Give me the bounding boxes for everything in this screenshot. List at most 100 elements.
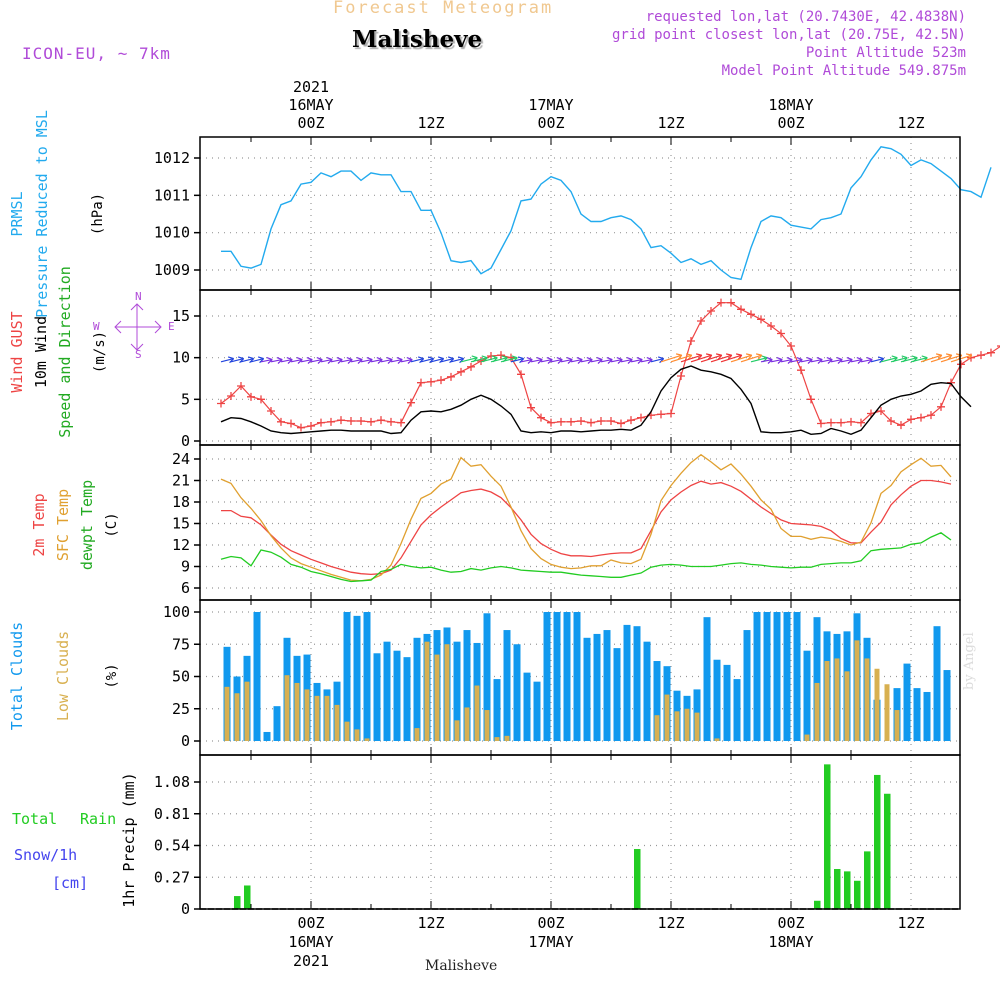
footer-location: Malisheve xyxy=(425,958,498,974)
time-tick-top: 12Z xyxy=(897,114,924,132)
wind-direction-arrow xyxy=(240,357,254,363)
sfc-line xyxy=(220,453,952,582)
rain-bar xyxy=(884,793,891,909)
wind-arrow-head xyxy=(276,357,283,364)
wind-direction-arrow xyxy=(470,357,488,363)
total-cloud-bar xyxy=(933,626,941,741)
rain-bar xyxy=(814,900,821,909)
wind-direction-arrow xyxy=(840,358,853,363)
wind-arrow-head xyxy=(227,356,235,364)
wind-direction-arrow xyxy=(510,357,524,363)
low-cloud-bar xyxy=(834,658,840,741)
total-cloud-bar xyxy=(803,650,811,741)
wind-arrow-head xyxy=(846,357,853,364)
wind-direction-arrow xyxy=(350,358,363,363)
wind-direction-arrow xyxy=(270,358,283,363)
gust-marker xyxy=(537,413,545,422)
wind-arrow-head xyxy=(616,357,623,364)
wind-arrow-head xyxy=(786,357,793,364)
low-cloud-bar xyxy=(714,738,720,741)
wind-direction-arrow xyxy=(770,358,783,363)
wind-direction-arrow xyxy=(590,358,603,363)
grid-point-coordinates: grid point closest lon,lat (20.75E, 42.5… xyxy=(611,27,966,43)
gust-marker xyxy=(877,407,885,415)
total-cloud-bar xyxy=(773,612,781,741)
low-cloud-bar xyxy=(844,671,850,741)
gust-marker xyxy=(407,398,415,407)
wind-direction-arrow xyxy=(450,357,464,363)
wind-arrow-head xyxy=(396,357,403,364)
low-cloud-bar xyxy=(654,715,660,741)
rain-bar xyxy=(864,851,871,909)
gust-marker xyxy=(267,407,275,415)
compass-n: N xyxy=(135,290,142,303)
wind-arrow-head xyxy=(657,356,665,364)
low-cloud-bar xyxy=(434,654,440,741)
total-cloud-bar xyxy=(723,664,731,741)
rain-bar xyxy=(854,880,861,909)
wind-unit: (m/s) xyxy=(92,331,108,373)
year-label-top: 2021 xyxy=(293,78,329,96)
compass-s: S xyxy=(135,348,142,361)
wind-arrow-head xyxy=(636,357,643,364)
precipitation-frame xyxy=(199,754,961,910)
low-cloud-bar xyxy=(884,684,890,741)
precipitation-ytick-label: 0.81 xyxy=(154,805,190,823)
total-cloud-bar xyxy=(493,679,501,741)
pressure-line xyxy=(221,146,992,281)
requested-coordinates: requested lon,lat (20.7430E, 42.4838N) xyxy=(645,9,966,25)
pressure-ytick-label: 1012 xyxy=(154,149,190,167)
gust-marker xyxy=(227,392,235,400)
total-cloud-bar xyxy=(613,648,621,741)
gust-marker xyxy=(217,399,225,408)
temperature-ytick-label: 21 xyxy=(172,472,190,490)
gust-marker xyxy=(337,416,345,425)
wind-direction-arrow xyxy=(950,354,972,363)
wind-direction-arrow xyxy=(250,357,264,363)
total-cloud-bar xyxy=(543,612,551,741)
gust-marker xyxy=(607,417,615,425)
clouds-ytick-label: 75 xyxy=(172,635,190,653)
total-cloud-bar xyxy=(453,641,461,741)
wind-direction-arrow xyxy=(610,358,623,363)
gust-marker xyxy=(257,395,265,404)
wind-arrow-head xyxy=(366,357,373,364)
temperature-ytick-label: 18 xyxy=(172,493,190,511)
total-cloud-bar xyxy=(643,641,651,741)
wind-direction-arrow xyxy=(340,358,353,363)
gust-marker xyxy=(727,298,735,307)
total-cloud-bar xyxy=(383,641,391,741)
wind-direction-arrow xyxy=(390,358,403,363)
wind-direction-arrow xyxy=(280,358,293,363)
wind-arrow-head xyxy=(566,357,573,364)
compass: N S W E xyxy=(93,290,175,361)
wind-arrow-head xyxy=(646,357,653,364)
gust-marker xyxy=(707,307,715,315)
time-tick-bottom: 00Z xyxy=(777,914,804,932)
wind-direction-arrow xyxy=(810,358,823,363)
gust-marker xyxy=(897,421,905,430)
wind-direction-arrow xyxy=(300,358,313,363)
precipitation-ytick-label: 0.54 xyxy=(154,837,190,855)
pressure-frame xyxy=(199,136,961,291)
temperature-ytick-label: 24 xyxy=(172,450,190,468)
gust-marker xyxy=(397,418,405,427)
wind-arrow-head xyxy=(836,357,843,364)
low-cloud-bar xyxy=(364,738,370,741)
wind-arrow-head xyxy=(386,357,393,364)
total-cloud-bar xyxy=(353,615,361,741)
gust-marker xyxy=(907,415,915,424)
gust-marker xyxy=(757,315,765,324)
wind-direction-arrow xyxy=(680,354,702,363)
forecast-title: Forecast Meteogram xyxy=(333,0,554,18)
location-title: Malisheve xyxy=(352,26,483,53)
wind-direction-arrow xyxy=(500,357,518,363)
low-cloud-bar xyxy=(504,735,510,741)
wind-arrow-head xyxy=(306,357,313,364)
wind-arrow-head xyxy=(286,357,293,364)
wind-arrow-head xyxy=(447,356,455,364)
low-cloud-bar xyxy=(474,685,480,741)
gust-marker xyxy=(567,417,575,426)
low-cloud-bar xyxy=(414,728,420,741)
gust-label: Wind GUST xyxy=(8,311,26,392)
